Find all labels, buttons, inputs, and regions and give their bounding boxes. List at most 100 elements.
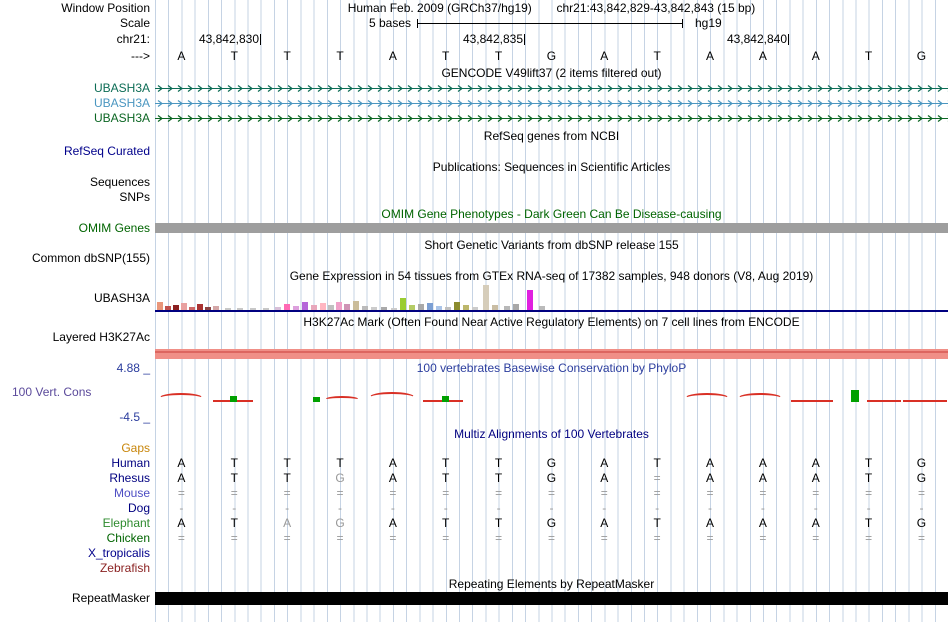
base-cell: - — [338, 501, 342, 515]
gtex-expression-bar[interactable] — [336, 302, 342, 310]
conservation-positive-bar — [442, 396, 449, 402]
publications-snps-label[interactable]: SNPs — [119, 190, 150, 204]
gtex-expression-bar[interactable] — [275, 307, 281, 310]
base-cell: = — [600, 531, 608, 545]
gtex-expression-bar[interactable] — [391, 308, 397, 310]
gtex-expression-bar[interactable] — [492, 305, 498, 310]
gtex-expression-bar[interactable] — [483, 285, 489, 310]
gtex-expression-bar[interactable] — [302, 302, 308, 310]
multiz-alignment-row: --------------- — [155, 502, 948, 515]
gtex-expression-bar[interactable] — [527, 290, 533, 310]
gtex-expression-bar[interactable] — [263, 308, 269, 310]
multiz-species-label[interactable]: Elephant — [102, 516, 150, 530]
gtex-expression-bar[interactable] — [197, 304, 203, 310]
multiz-species-label[interactable]: Zebrafish — [99, 561, 150, 575]
base-cell: = — [653, 471, 661, 485]
base-cell: A — [706, 456, 715, 470]
omim-genes-label[interactable]: OMIM Genes — [78, 221, 150, 235]
gtex-expression-bar[interactable] — [400, 298, 406, 310]
gtex-expression-bar[interactable] — [427, 303, 433, 310]
gtex-expression-bar[interactable] — [436, 306, 442, 310]
gtex-expression-bar[interactable] — [157, 302, 163, 310]
gtex-expression-bar[interactable] — [371, 307, 377, 310]
gtex-expression-bar[interactable] — [454, 302, 460, 310]
gtex-track-title: Gene Expression in 54 tissues from GTEx … — [289, 269, 814, 283]
conservation-track-label[interactable]: 100 Vert. Cons — [12, 385, 92, 399]
publications-track-title: Publications: Sequences in Scientific Ar… — [432, 160, 671, 174]
layered-h3k27ac-label[interactable]: Layered H3K27Ac — [52, 330, 150, 344]
base-cell: T — [653, 456, 661, 470]
gencode-transcript-line[interactable] — [155, 97, 948, 110]
gtex-expression-bar[interactable] — [250, 308, 256, 310]
gtex-expression-bar[interactable] — [225, 308, 231, 310]
gtex-expression-bar[interactable] — [409, 305, 415, 310]
gtex-expression-bar[interactable] — [472, 307, 478, 310]
multiz-species-label[interactable]: Gaps — [121, 441, 150, 455]
base-cell: G — [546, 49, 557, 63]
gtex-expression-bar[interactable] — [418, 304, 424, 310]
gtex-expression-bar[interactable] — [205, 307, 211, 310]
multiz-species-label[interactable]: Chicken — [106, 531, 150, 545]
gtex-expression-bar[interactable] — [353, 301, 359, 310]
common-dbsnp-label[interactable]: Common dbSNP(155) — [31, 251, 150, 265]
base-cell: = — [600, 486, 608, 500]
gencode-transcript-line[interactable] — [155, 112, 948, 125]
base-cell: G — [546, 471, 557, 485]
publications-sequences-label[interactable]: Sequences — [89, 175, 150, 189]
base-cell: T — [230, 516, 238, 530]
gtex-expression-bar[interactable] — [189, 307, 195, 310]
base-cell: T — [283, 456, 291, 470]
repeatmasker-label[interactable]: RepeatMasker — [71, 591, 150, 605]
base-cell: = — [177, 486, 185, 500]
base-cell: - — [760, 501, 765, 515]
refseq-curated-label[interactable]: RefSeq Curated — [63, 144, 150, 158]
h3k27ac-signal-bar[interactable] — [155, 349, 948, 359]
multiz-species-label[interactable]: Rhesus — [109, 471, 150, 485]
gtex-expression-bar[interactable] — [165, 306, 171, 310]
gtex-expression-bar[interactable] — [237, 308, 243, 310]
gencode-transcript-label[interactable]: UBASH3A — [93, 81, 150, 95]
gencode-transcript-line[interactable] — [155, 82, 948, 95]
base-cell: = — [547, 531, 555, 545]
gtex-expression-bar[interactable] — [173, 305, 179, 310]
gencode-transcript-label[interactable]: UBASH3A — [93, 96, 150, 110]
gtex-bar-chart[interactable] — [155, 284, 948, 310]
gtex-expression-bar[interactable] — [445, 307, 451, 310]
gtex-expression-bar[interactable] — [284, 304, 290, 310]
gtex-expression-bar[interactable] — [504, 306, 510, 310]
multiz-species-label[interactable]: Dog — [127, 501, 150, 515]
conservation-plot[interactable] — [155, 388, 948, 404]
gtex-expression-bar[interactable] — [328, 305, 334, 310]
gtex-expression-bar[interactable] — [320, 303, 326, 310]
multiz-species-label[interactable]: Human — [111, 456, 150, 470]
gtex-expression-bar[interactable] — [463, 305, 469, 310]
base-cell: T — [494, 516, 503, 530]
gtex-expression-bar[interactable] — [513, 304, 519, 310]
base-cell: T — [864, 516, 873, 530]
gtex-expression-bar[interactable] — [311, 305, 317, 310]
base-cell: A — [177, 456, 186, 470]
gtex-expression-bar[interactable] — [181, 303, 187, 310]
base-cell: T — [442, 471, 450, 485]
gtex-expression-bar[interactable] — [213, 306, 219, 310]
base-cell: = — [759, 531, 767, 545]
omim-gene-bar[interactable] — [155, 223, 948, 233]
gtex-expression-bar[interactable] — [539, 306, 545, 310]
gtex-expression-bar[interactable] — [293, 306, 299, 310]
multiz-alignment-row: = = = = = = = = = = = = = = = — [155, 532, 948, 545]
gtex-expression-bar[interactable] — [344, 304, 350, 310]
multiz-species-label[interactable]: Mouse — [113, 486, 150, 500]
base-cell: G — [916, 516, 927, 530]
gencode-transcript-label[interactable]: UBASH3A — [93, 111, 150, 125]
track-area[interactable]: Human Feb. 2009 (GRCh37/hg19) chr21:43,8… — [155, 0, 948, 622]
gtex-expression-bar[interactable] — [362, 306, 368, 310]
conservation-positive-bar — [230, 396, 237, 402]
gtex-gene-label[interactable]: UBASH3A — [93, 291, 150, 305]
base-cell: A — [600, 516, 609, 530]
multiz-species-label[interactable]: X_tropicalis — [87, 546, 150, 560]
gtex-expression-bar[interactable] — [381, 307, 387, 310]
base-cell: = — [495, 486, 503, 500]
base-cell: A — [706, 49, 715, 63]
repeatmasker-element-bar[interactable] — [155, 592, 948, 605]
